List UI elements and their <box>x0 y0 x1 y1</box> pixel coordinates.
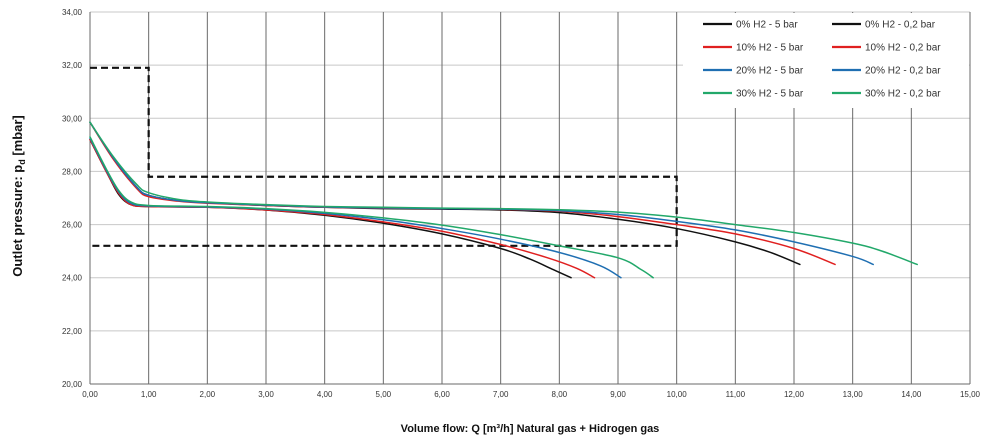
legend-label: 10% H2 - 0,2 bar <box>865 43 941 54</box>
legend: 0% H2 - 5 bar 0% H2 - 0,2 bar 10% H2 - 5 b… <box>683 13 969 108</box>
series-layer <box>89 121 918 279</box>
x-tick-label: 9,00 <box>610 390 626 399</box>
limit-outline-layer <box>90 66 678 247</box>
legend-label: 20% H2 - 0,2 bar <box>865 66 941 77</box>
limit-outline <box>90 66 678 247</box>
grid <box>89 11 971 385</box>
y-tick-label: 34,00 <box>62 8 83 17</box>
x-tick-label: 7,00 <box>493 390 509 399</box>
y-tick-labels: 20,00 22,00 24,00 26,00 28,00 30,00 32,00 34,00 <box>62 8 83 389</box>
y-tick-label: 32,00 <box>62 61 83 70</box>
x-tick-label: 8,00 <box>552 390 568 399</box>
y-tick-label: 26,00 <box>62 221 83 230</box>
x-tick-label: 2,00 <box>200 390 216 399</box>
x-tick-labels: 0,00 1,00 2,00 3,00 4,00 5,00 6,00 7,00 8,00 9,00… <box>82 390 980 399</box>
y-tick-label: 22,00 <box>62 327 83 336</box>
y-axis-title: Outlet pressure: pd [mbar] <box>10 115 27 277</box>
x-tick-label: 0,00 <box>82 390 98 399</box>
y-axis-title-subscript: d <box>17 159 27 165</box>
series-line <box>89 121 918 266</box>
legend-label: 0% H2 - 5 bar <box>736 20 798 31</box>
series-line <box>89 136 654 279</box>
x-tick-label: 13,00 <box>843 390 864 399</box>
x-tick-label: 12,00 <box>784 390 805 399</box>
y-axis-title-unit: [mbar] <box>10 115 25 159</box>
y-tick-label: 30,00 <box>62 114 83 123</box>
x-tick-label: 1,00 <box>141 390 157 399</box>
x-tick-label: 3,00 <box>258 390 274 399</box>
x-axis-title: Volume flow: Q [m³/h] Natural gas + Hidr… <box>401 423 660 435</box>
y-tick-label: 28,00 <box>62 167 83 176</box>
x-tick-label: 11,00 <box>726 390 746 399</box>
x-tick-label: 15,00 <box>960 390 981 399</box>
series-line <box>89 138 596 279</box>
y-tick-label: 24,00 <box>62 274 83 283</box>
legend-label: 0% H2 - 0,2 bar <box>865 20 936 31</box>
y-tick-label: 20,00 <box>62 380 83 389</box>
legend-label: 30% H2 - 5 bar <box>736 89 804 100</box>
legend-label: 10% H2 - 5 bar <box>736 43 804 54</box>
y-axis-title-main: Outlet pressure: p <box>10 165 25 277</box>
legend-label: 30% H2 - 0,2 bar <box>865 89 941 100</box>
x-tick-label: 10,00 <box>667 390 688 399</box>
x-tick-label: 4,00 <box>317 390 333 399</box>
x-tick-label: 6,00 <box>434 390 450 399</box>
legend-label: 20% H2 - 5 bar <box>736 66 804 77</box>
x-tick-label: 14,00 <box>901 390 922 399</box>
x-tick-label: 5,00 <box>376 390 392 399</box>
